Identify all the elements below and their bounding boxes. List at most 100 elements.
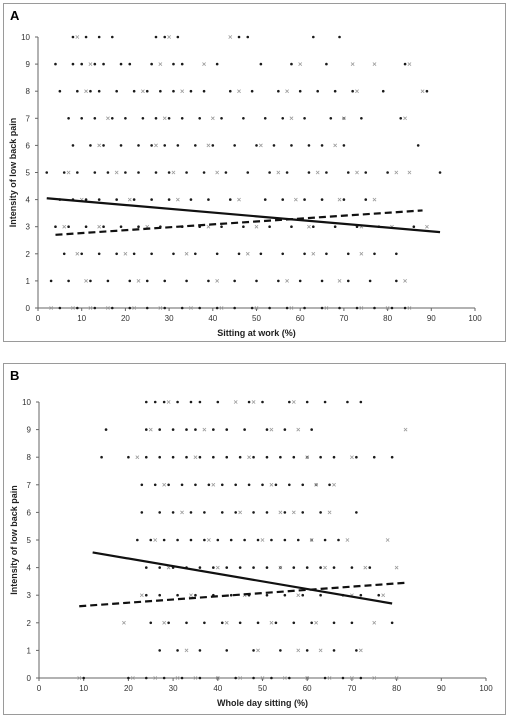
data-point-dot — [149, 621, 153, 625]
data-point-dot — [158, 649, 161, 652]
data-point-cross — [327, 510, 332, 515]
data-point-cross — [372, 197, 377, 202]
data-point-dot — [225, 566, 229, 569]
data-point-cross — [206, 143, 211, 148]
data-point-dot — [323, 400, 327, 404]
data-point-dot — [277, 89, 280, 93]
data-point-dot — [207, 483, 211, 487]
y-tick-label: 4 — [26, 196, 31, 205]
data-point-cross — [359, 306, 364, 310]
data-point-dot — [115, 198, 118, 201]
data-point-dot — [247, 400, 251, 404]
data-point-cross — [269, 427, 274, 432]
y-tick-label: 8 — [27, 453, 32, 462]
data-point-dot — [403, 306, 407, 310]
data-point-dot — [154, 117, 158, 120]
data-point-dot — [45, 171, 49, 174]
data-point-dot — [265, 593, 269, 597]
data-point-dot — [296, 538, 300, 542]
panel-label: A — [10, 8, 20, 23]
data-point-dot — [301, 511, 305, 514]
data-point-cross — [372, 62, 377, 66]
data-point-cross — [202, 62, 206, 66]
data-point-dot — [180, 483, 184, 487]
data-point-cross — [333, 143, 338, 148]
data-point-cross — [318, 648, 323, 653]
data-point-dot — [119, 225, 123, 228]
data-point-dot — [198, 566, 202, 569]
data-point-cross — [75, 35, 80, 39]
data-point-dot — [158, 511, 161, 514]
data-point-cross — [167, 35, 171, 39]
data-point-dot — [203, 538, 206, 542]
data-point-cross — [49, 306, 53, 310]
data-point-dot — [115, 89, 118, 93]
data-point-dot — [159, 89, 162, 93]
data-point-dot — [102, 144, 105, 147]
data-point-dot — [180, 117, 184, 120]
data-point-dot — [403, 62, 407, 66]
data-point-dot — [202, 89, 206, 93]
data-point-dot — [381, 89, 385, 93]
data-point-dot — [194, 593, 197, 597]
data-point-dot — [158, 593, 161, 597]
data-point-dot — [255, 144, 258, 147]
data-point-dot — [252, 511, 255, 514]
y-tick-label: 1 — [27, 646, 32, 655]
data-point-dot — [270, 538, 273, 542]
data-point-dot — [312, 225, 315, 228]
scatter-plot-b: 0 10 20 30 40 50 60 70 80 90 100 0 1 2 3 4 5 6 7 8 9 10 Whole … — [9, 398, 493, 708]
data-point-dot — [144, 676, 148, 680]
data-point-dot — [180, 306, 184, 310]
data-point-cross — [350, 676, 354, 680]
data-point-dot — [320, 198, 324, 201]
x-tick-label: 60 — [296, 314, 305, 323]
data-point-cross — [420, 89, 425, 94]
data-point-cross — [237, 197, 241, 202]
y-axis-label: Intensity of low back pain — [9, 485, 19, 595]
data-point-dot — [110, 306, 114, 310]
data-point-dot — [207, 198, 210, 201]
y-tick-label: 9 — [26, 60, 31, 69]
data-point-dot — [150, 198, 153, 201]
y-tick-label: 6 — [26, 141, 31, 150]
data-point-cross — [247, 455, 251, 460]
data-point-dot — [332, 649, 336, 652]
data-point-dot — [203, 621, 206, 625]
data-point-dot — [176, 400, 179, 404]
data-point-dot — [307, 171, 311, 174]
data-point-dot — [425, 89, 429, 93]
data-point-dot — [229, 593, 233, 597]
data-point-cross — [314, 482, 319, 487]
data-point-cross — [106, 116, 110, 121]
data-point-cross — [285, 279, 289, 283]
data-point-dot — [67, 225, 70, 228]
data-point-dot — [263, 198, 267, 201]
data-point-cross — [315, 170, 320, 175]
x-tick-label: 100 — [468, 314, 482, 323]
x-tick-label: 90 — [427, 314, 436, 323]
data-point-dot — [102, 62, 105, 66]
chart-panel-b: B 0 10 20 30 40 50 60 70 80 90 100 0 1 2 3 4 5 6 7 8 9 10 Whol… — [3, 363, 506, 715]
data-point-dot — [263, 117, 267, 120]
data-point-dot — [243, 538, 246, 542]
data-point-dot — [252, 676, 255, 680]
data-point-dot — [320, 306, 324, 310]
data-point-dot — [305, 400, 309, 404]
x-tick-label: 80 — [383, 314, 392, 323]
data-point-cross — [211, 482, 216, 487]
data-point-dot — [144, 455, 148, 459]
data-point-cross — [278, 565, 283, 570]
data-point-dot — [93, 62, 97, 66]
data-point-dot — [167, 621, 170, 625]
data-point-cross — [166, 400, 171, 404]
data-point-dot — [252, 566, 255, 569]
data-point-dot — [124, 171, 127, 174]
data-point-dot — [283, 428, 287, 431]
data-point-dot — [106, 279, 110, 283]
data-point-dot — [176, 649, 179, 652]
data-point-dot — [252, 649, 255, 652]
data-point-dot — [71, 144, 75, 147]
data-point-dot — [198, 455, 202, 459]
data-point-dot — [328, 483, 331, 487]
